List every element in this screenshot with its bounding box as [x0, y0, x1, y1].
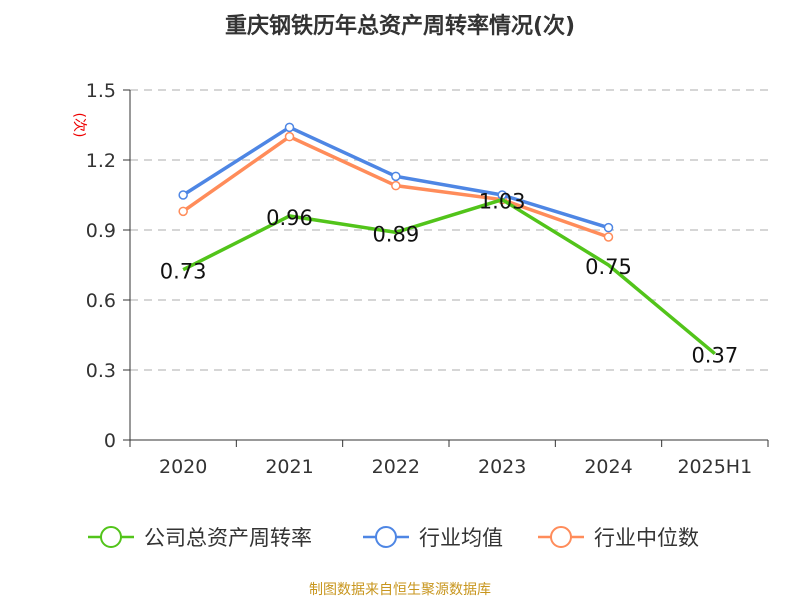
data-point — [178, 190, 188, 200]
legend-label: 公司总资产周转率 — [144, 526, 312, 550]
data-label: 1.03 — [479, 190, 526, 214]
data-label: 0.96 — [266, 206, 313, 230]
data-label: 0.75 — [585, 255, 632, 279]
legend-marker — [100, 526, 122, 548]
y-tick-label: 0.6 — [86, 290, 116, 312]
y-tick-label: 0.9 — [86, 220, 116, 242]
source-note: 制图数据来自恒生聚源数据库 — [309, 582, 491, 598]
data-point — [284, 122, 295, 133]
x-tick-label: 2022 — [372, 456, 420, 478]
data-point — [391, 180, 401, 191]
x-tick-label: 2023 — [478, 456, 526, 478]
legend-marker — [375, 526, 397, 548]
data-point — [391, 171, 401, 182]
y-axis-label: (次) — [71, 113, 87, 138]
chart-title: 重庆钢铁历年总资产周转率情况(次) — [224, 14, 576, 39]
y-tick-label: 0.3 — [86, 360, 116, 382]
x-tick-label: 2021 — [265, 456, 313, 478]
legend-marker — [550, 526, 572, 548]
y-tick-label: 1.5 — [86, 80, 116, 102]
x-tick-label: 2020 — [159, 456, 207, 478]
data-point — [603, 232, 614, 242]
x-tick-label: 2024 — [584, 456, 632, 478]
data-label: 0.37 — [691, 344, 738, 368]
data-label: 0.73 — [160, 260, 207, 284]
x-tick-label: 2025H1 — [677, 456, 752, 478]
legend-label: 行业中位数 — [594, 526, 699, 550]
data-point — [603, 222, 614, 233]
data-point — [284, 131, 295, 142]
data-label: 0.89 — [372, 222, 419, 246]
series-line — [182, 197, 716, 356]
data-point — [178, 206, 188, 217]
legend-label: 行业均值 — [419, 526, 503, 550]
y-tick-label: 1.2 — [86, 150, 116, 172]
y-tick-label: 0 — [104, 430, 116, 452]
